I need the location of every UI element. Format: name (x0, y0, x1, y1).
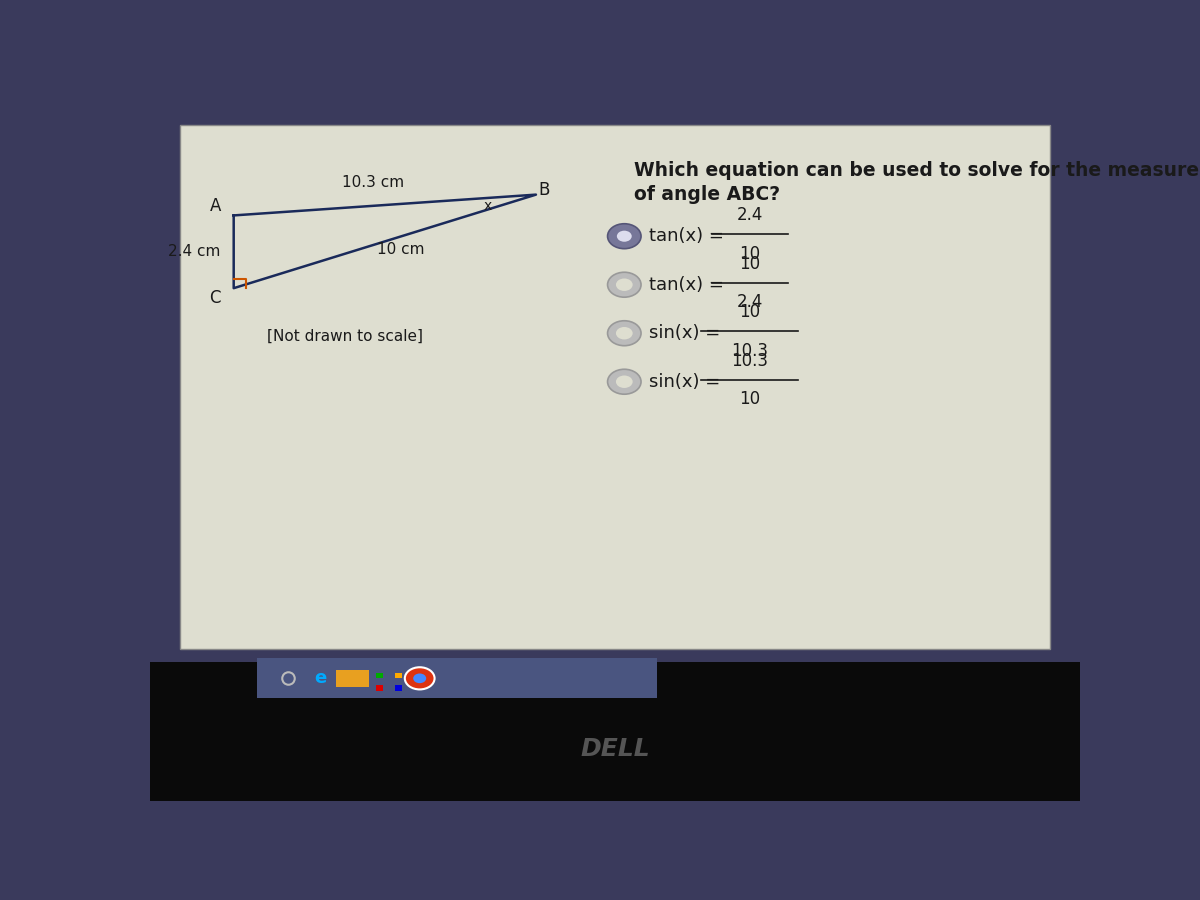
Text: x: x (484, 199, 492, 212)
Text: 2.4: 2.4 (737, 206, 763, 224)
Text: B: B (539, 181, 550, 199)
FancyBboxPatch shape (395, 685, 402, 691)
FancyBboxPatch shape (376, 673, 384, 679)
Text: e: e (314, 670, 326, 688)
FancyBboxPatch shape (376, 685, 384, 691)
Circle shape (404, 667, 434, 689)
Text: 10.3: 10.3 (731, 352, 768, 370)
Text: 10: 10 (739, 390, 761, 408)
FancyBboxPatch shape (150, 662, 1080, 801)
Text: 2.4: 2.4 (737, 293, 763, 311)
Text: C: C (209, 289, 221, 307)
Text: 10: 10 (739, 255, 761, 273)
Text: 10: 10 (739, 245, 761, 263)
Circle shape (607, 272, 641, 297)
Circle shape (413, 673, 426, 683)
Text: 10.3: 10.3 (731, 342, 768, 360)
Text: 10.3 cm: 10.3 cm (342, 175, 404, 190)
FancyBboxPatch shape (180, 125, 1050, 649)
Text: tan(x) =: tan(x) = (649, 227, 730, 245)
Circle shape (617, 230, 631, 242)
Circle shape (616, 327, 632, 339)
Text: 10 cm: 10 cm (377, 242, 425, 256)
Text: tan(x) =: tan(x) = (649, 275, 730, 293)
Circle shape (616, 375, 632, 388)
Text: [Not drawn to scale]: [Not drawn to scale] (268, 329, 424, 344)
Circle shape (607, 369, 641, 394)
Text: 10: 10 (739, 303, 761, 321)
Text: sin(x) =: sin(x) = (649, 324, 726, 342)
Circle shape (616, 278, 632, 291)
FancyBboxPatch shape (336, 670, 370, 687)
Text: 2.4 cm: 2.4 cm (168, 244, 221, 259)
Text: A: A (210, 197, 221, 215)
Text: DELL: DELL (580, 737, 650, 761)
Circle shape (607, 224, 641, 248)
FancyBboxPatch shape (395, 673, 402, 679)
Text: Which equation can be used to solve for the measure: Which equation can be used to solve for … (634, 161, 1199, 180)
Text: sin(x) =: sin(x) = (649, 373, 726, 391)
Text: of angle ABC?: of angle ABC? (634, 185, 780, 204)
FancyBboxPatch shape (257, 658, 656, 698)
Circle shape (607, 320, 641, 346)
